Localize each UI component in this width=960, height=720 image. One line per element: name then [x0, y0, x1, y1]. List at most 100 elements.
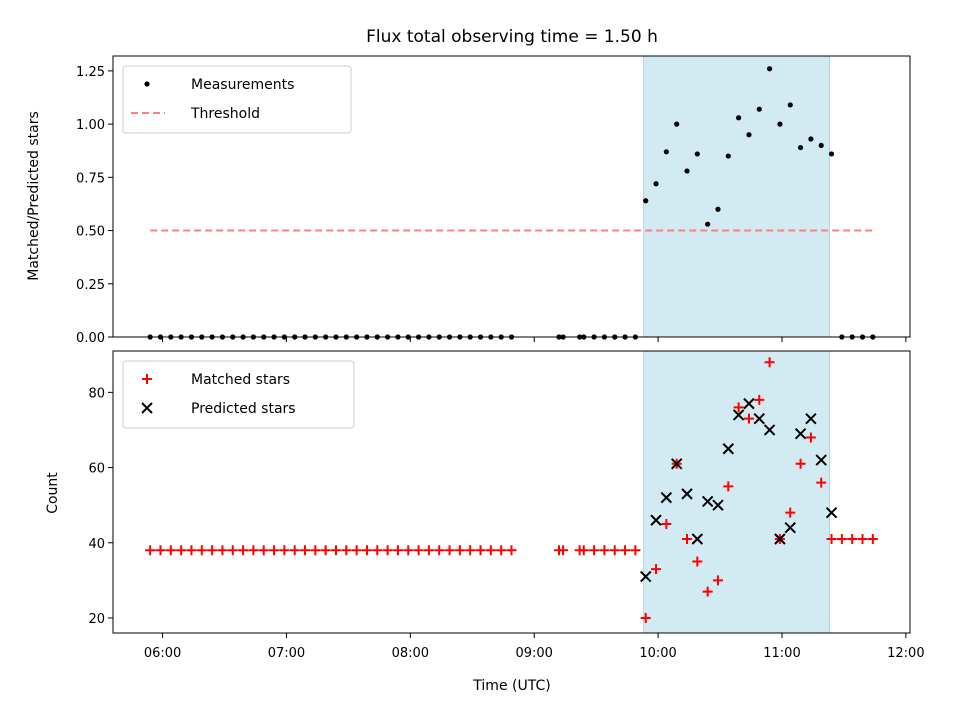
y-tick-label: 40: [88, 537, 105, 552]
matched-star-point: [279, 545, 290, 556]
top-panel: Matched/Predicted stars 0.00 0.25 0.50 0.75…: [26, 55, 911, 346]
matched-star-point: [310, 545, 321, 556]
predicted-star-point: [805, 412, 817, 425]
predicted-star-point: [650, 514, 662, 526]
matched-star-point: [289, 545, 300, 556]
y-tick-label: 0.75: [76, 171, 105, 186]
matched-star-point: [630, 545, 641, 556]
matched-star-point: [382, 545, 393, 556]
matched-star-point: [186, 545, 197, 556]
measurement-point: [818, 142, 824, 149]
plot-frame: [112, 55, 911, 338]
matched-star-point: [723, 481, 734, 492]
legend-label: Measurements: [191, 77, 294, 93]
matched-star-point: [176, 545, 187, 556]
matched-star-point: [795, 458, 806, 469]
measurement-point: [653, 181, 659, 187]
y-tick-label: 60: [88, 462, 105, 477]
predicted-star-point: [815, 454, 827, 466]
measurement-point: [787, 102, 793, 108]
measurement-point: [715, 206, 721, 212]
y-tick-label: 0.50: [76, 225, 105, 240]
predicted-star-point: [660, 491, 673, 504]
legend-label: Threshold: [190, 106, 260, 122]
matched-star-point: [434, 545, 445, 556]
matched-star-point: [248, 545, 259, 556]
measurement-point: [828, 151, 835, 157]
x-tick-label: 09:00: [515, 646, 552, 661]
predicted-star-point: [670, 458, 683, 470]
measurement-point: [684, 168, 690, 174]
y-tick-label: 0.25: [76, 278, 105, 293]
matched-star-point: [867, 534, 878, 544]
y-tick-label: 1.25: [76, 65, 105, 80]
matched-star-point: [485, 545, 496, 556]
x-tick-label: 06:00: [144, 646, 181, 661]
legend-predicted-swatch: [141, 402, 153, 414]
legend-box: [122, 65, 352, 134]
matched-star-point: [207, 545, 218, 556]
predicted-star-point: [640, 570, 652, 583]
measurement-point: [756, 106, 762, 112]
measurement-point: [663, 149, 669, 155]
x-tick-label: 10:00: [639, 646, 676, 661]
bottom-y-axis-label: Count: [45, 472, 61, 514]
matched-star-point: [640, 612, 651, 623]
predicted-star-point: [743, 397, 755, 410]
matched-star-point: [826, 534, 837, 544]
measurement-point: [746, 132, 752, 138]
y-tick-label: 20: [88, 612, 105, 627]
observing-window-shade: [643, 350, 830, 634]
x-tick-label: 12:00: [887, 646, 924, 661]
predicted-star-point: [722, 443, 735, 455]
matched-star-point: [816, 477, 827, 488]
matched-star-point: [423, 545, 434, 556]
matched-star-point: [692, 556, 703, 567]
matched-star-point: [558, 545, 569, 556]
matched-star-point: [805, 432, 816, 443]
chart-title: Flux total observing time = 1.50 h: [366, 27, 658, 47]
matched-star-point: [217, 545, 228, 556]
top-y-axis-label: Matched/Predicted stars: [26, 111, 42, 281]
matched-star-point: [589, 545, 600, 556]
legend-measurement-swatch: [144, 81, 150, 87]
matched-star-point: [454, 545, 465, 556]
matched-star-point: [836, 534, 847, 544]
matched-star-point: [743, 413, 754, 424]
measurement-point: [725, 153, 731, 159]
x-axis-label: Time (UTC): [472, 678, 550, 694]
legend-matched-swatch: [142, 374, 152, 384]
measurement-point: [694, 151, 700, 157]
predicted-star-point: [774, 533, 786, 545]
predicted-star-point: [825, 506, 838, 519]
matched-star-point: [651, 564, 662, 575]
predicted-star-point: [701, 495, 714, 508]
matched-star-point: [196, 545, 207, 556]
matched-star-point: [330, 545, 341, 556]
matched-star-point: [155, 545, 166, 556]
plot-frame: [112, 350, 911, 634]
matched-star-point: [227, 545, 238, 556]
matched-star-point: [300, 545, 311, 556]
x-tick-label: 08:00: [392, 646, 429, 661]
measurement-point: [705, 221, 711, 227]
matched-star-point: [857, 534, 868, 544]
measurement-point: [766, 66, 773, 72]
matched-star-point: [403, 545, 414, 556]
matched-star-point: [258, 545, 269, 556]
legend-box: [122, 360, 355, 429]
matched-star-point: [764, 357, 775, 368]
observing-window-shade: [643, 55, 830, 338]
measurement-point: [777, 121, 783, 127]
legend-label: Predicted stars: [191, 401, 296, 417]
matched-star-point: [351, 545, 362, 556]
predicted-star-point: [753, 412, 765, 425]
matched-star-point: [661, 518, 672, 529]
matched-star-point: [847, 534, 858, 544]
matched-star-point: [733, 402, 744, 413]
x-tick-label: 07:00: [268, 646, 305, 661]
matched-star-point: [578, 545, 589, 556]
matched-star-point: [702, 586, 713, 597]
matched-star-point: [341, 545, 352, 556]
legend-label: Matched stars: [191, 372, 290, 388]
